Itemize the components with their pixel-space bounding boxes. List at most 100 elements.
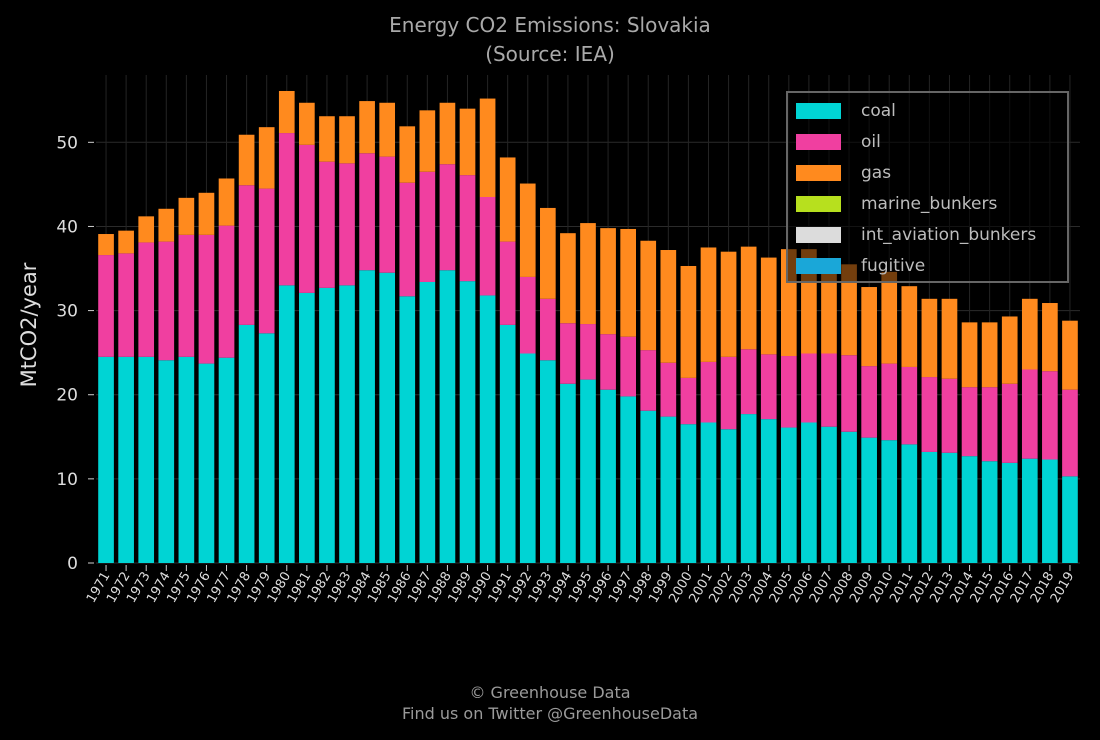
bar-oil-1972 <box>118 253 134 357</box>
bar-oil-1984 <box>359 153 375 271</box>
bar-oil-2009 <box>861 366 877 438</box>
bar-oil-1991 <box>499 241 516 325</box>
bar-gas-1987 <box>419 110 436 172</box>
bar-oil-1971 <box>98 255 114 357</box>
bar-gas-2010 <box>881 271 898 364</box>
bar-oil-2011 <box>901 366 918 445</box>
y-axis-label: MtCO2/year <box>17 262 41 387</box>
bar-coal-2006 <box>801 422 817 563</box>
bar-oil-2013 <box>941 378 958 453</box>
bar-gas-2009 <box>861 287 877 367</box>
bar-coal-2018 <box>1042 459 1058 563</box>
legend-swatch <box>796 227 841 243</box>
y-tick-label: 10 <box>56 470 78 490</box>
bar-oil-1978 <box>238 185 255 325</box>
bar-gas-2018 <box>1042 303 1058 372</box>
legend-swatch <box>796 103 841 119</box>
bar-coal-1979 <box>258 333 275 563</box>
legend-label: oil <box>861 132 881 152</box>
legend-label: int_aviation_bunkers <box>861 225 1037 245</box>
bar-coal-1984 <box>359 270 375 563</box>
legend-swatch <box>796 165 841 181</box>
bar-gas-1976 <box>198 192 215 235</box>
bar-coal-1971 <box>98 356 114 563</box>
legend-item-coal: coal <box>796 99 896 123</box>
bar-coal-2000 <box>680 424 697 563</box>
bar-oil-2005 <box>780 356 797 428</box>
legend: coal oil gas marine_bunkers int_aviation_bun… <box>786 91 1069 283</box>
bar-oil-1992 <box>519 276 536 354</box>
bar-coal-1977 <box>218 357 235 563</box>
bar-gas-2016 <box>1001 316 1018 384</box>
bar-gas-1997 <box>620 228 636 337</box>
bar-coal-1978 <box>238 324 255 563</box>
bar-gas-1986 <box>399 126 416 183</box>
bar-coal-2014 <box>961 456 978 563</box>
legend-swatch <box>796 258 841 274</box>
bar-oil-2012 <box>921 377 938 452</box>
bar-gas-1985 <box>379 102 396 157</box>
bar-coal-2003 <box>740 414 757 563</box>
bar-oil-2014 <box>961 387 978 457</box>
bar-oil-1996 <box>600 334 616 390</box>
bar-coal-1993 <box>540 360 556 563</box>
bar-coal-1976 <box>198 363 215 563</box>
bar-gas-2015 <box>981 322 998 388</box>
bar-oil-1981 <box>299 144 315 293</box>
bar-oil-1997 <box>620 336 636 397</box>
bar-coal-1983 <box>339 285 355 563</box>
bar-oil-1987 <box>419 171 436 282</box>
bar-oil-2010 <box>881 363 898 441</box>
bar-gas-1990 <box>479 98 496 197</box>
bar-coal-1972 <box>118 356 134 563</box>
bar-coal-1994 <box>560 383 576 563</box>
bar-coal-2005 <box>780 427 797 563</box>
legend-label: coal <box>861 101 896 121</box>
bar-coal-2007 <box>821 426 837 563</box>
bar-coal-1988 <box>439 270 456 563</box>
legend-swatch <box>796 196 841 212</box>
bar-coal-1975 <box>178 356 195 563</box>
bar-gas-1992 <box>519 183 536 277</box>
bar-gas-2012 <box>921 298 938 378</box>
bar-coal-1996 <box>600 389 616 563</box>
legend-label: fugitive <box>861 256 926 276</box>
bar-oil-1993 <box>540 298 556 361</box>
bar-gas-2017 <box>1021 298 1038 370</box>
y-tick-label: 20 <box>56 386 78 406</box>
bar-gas-1988 <box>439 102 456 165</box>
bar-oil-2008 <box>841 355 857 432</box>
bar-oil-1999 <box>660 362 677 417</box>
bar-coal-1998 <box>640 410 657 563</box>
bar-gas-1984 <box>359 101 375 154</box>
bar-gas-1981 <box>299 102 315 145</box>
bar-coal-1980 <box>278 285 295 563</box>
bar-gas-2003 <box>740 246 757 350</box>
bar-coal-1999 <box>660 416 677 563</box>
bar-coal-2016 <box>1001 462 1018 563</box>
chart-subtitle: (Source: IEA) <box>485 42 615 66</box>
bar-gas-1977 <box>218 178 235 226</box>
bar-gas-2000 <box>680 265 697 378</box>
chart-title: Energy CO2 Emissions: Slovakia <box>389 13 711 37</box>
y-tick-label: 30 <box>56 302 78 322</box>
bar-coal-2004 <box>760 419 777 563</box>
y-tick-label: 0 <box>67 554 78 574</box>
bar-coal-1992 <box>519 353 536 563</box>
bar-coal-1982 <box>319 287 335 563</box>
bar-coal-2001 <box>700 422 717 563</box>
bar-coal-2012 <box>921 451 938 563</box>
bar-coal-2009 <box>861 437 877 563</box>
bar-gas-1971 <box>98 234 114 256</box>
bar-gas-1995 <box>580 223 596 325</box>
bar-oil-1983 <box>339 163 355 286</box>
bar-oil-1998 <box>640 350 657 411</box>
bar-gas-1991 <box>499 157 516 242</box>
bar-oil-2015 <box>981 387 998 462</box>
legend-item-int_aviation_bunkers: int_aviation_bunkers <box>796 223 1036 247</box>
bar-gas-1994 <box>560 233 576 324</box>
bar-oil-1975 <box>178 234 195 357</box>
legend-item-oil: oil <box>796 130 881 154</box>
bar-coal-2019 <box>1062 476 1078 563</box>
